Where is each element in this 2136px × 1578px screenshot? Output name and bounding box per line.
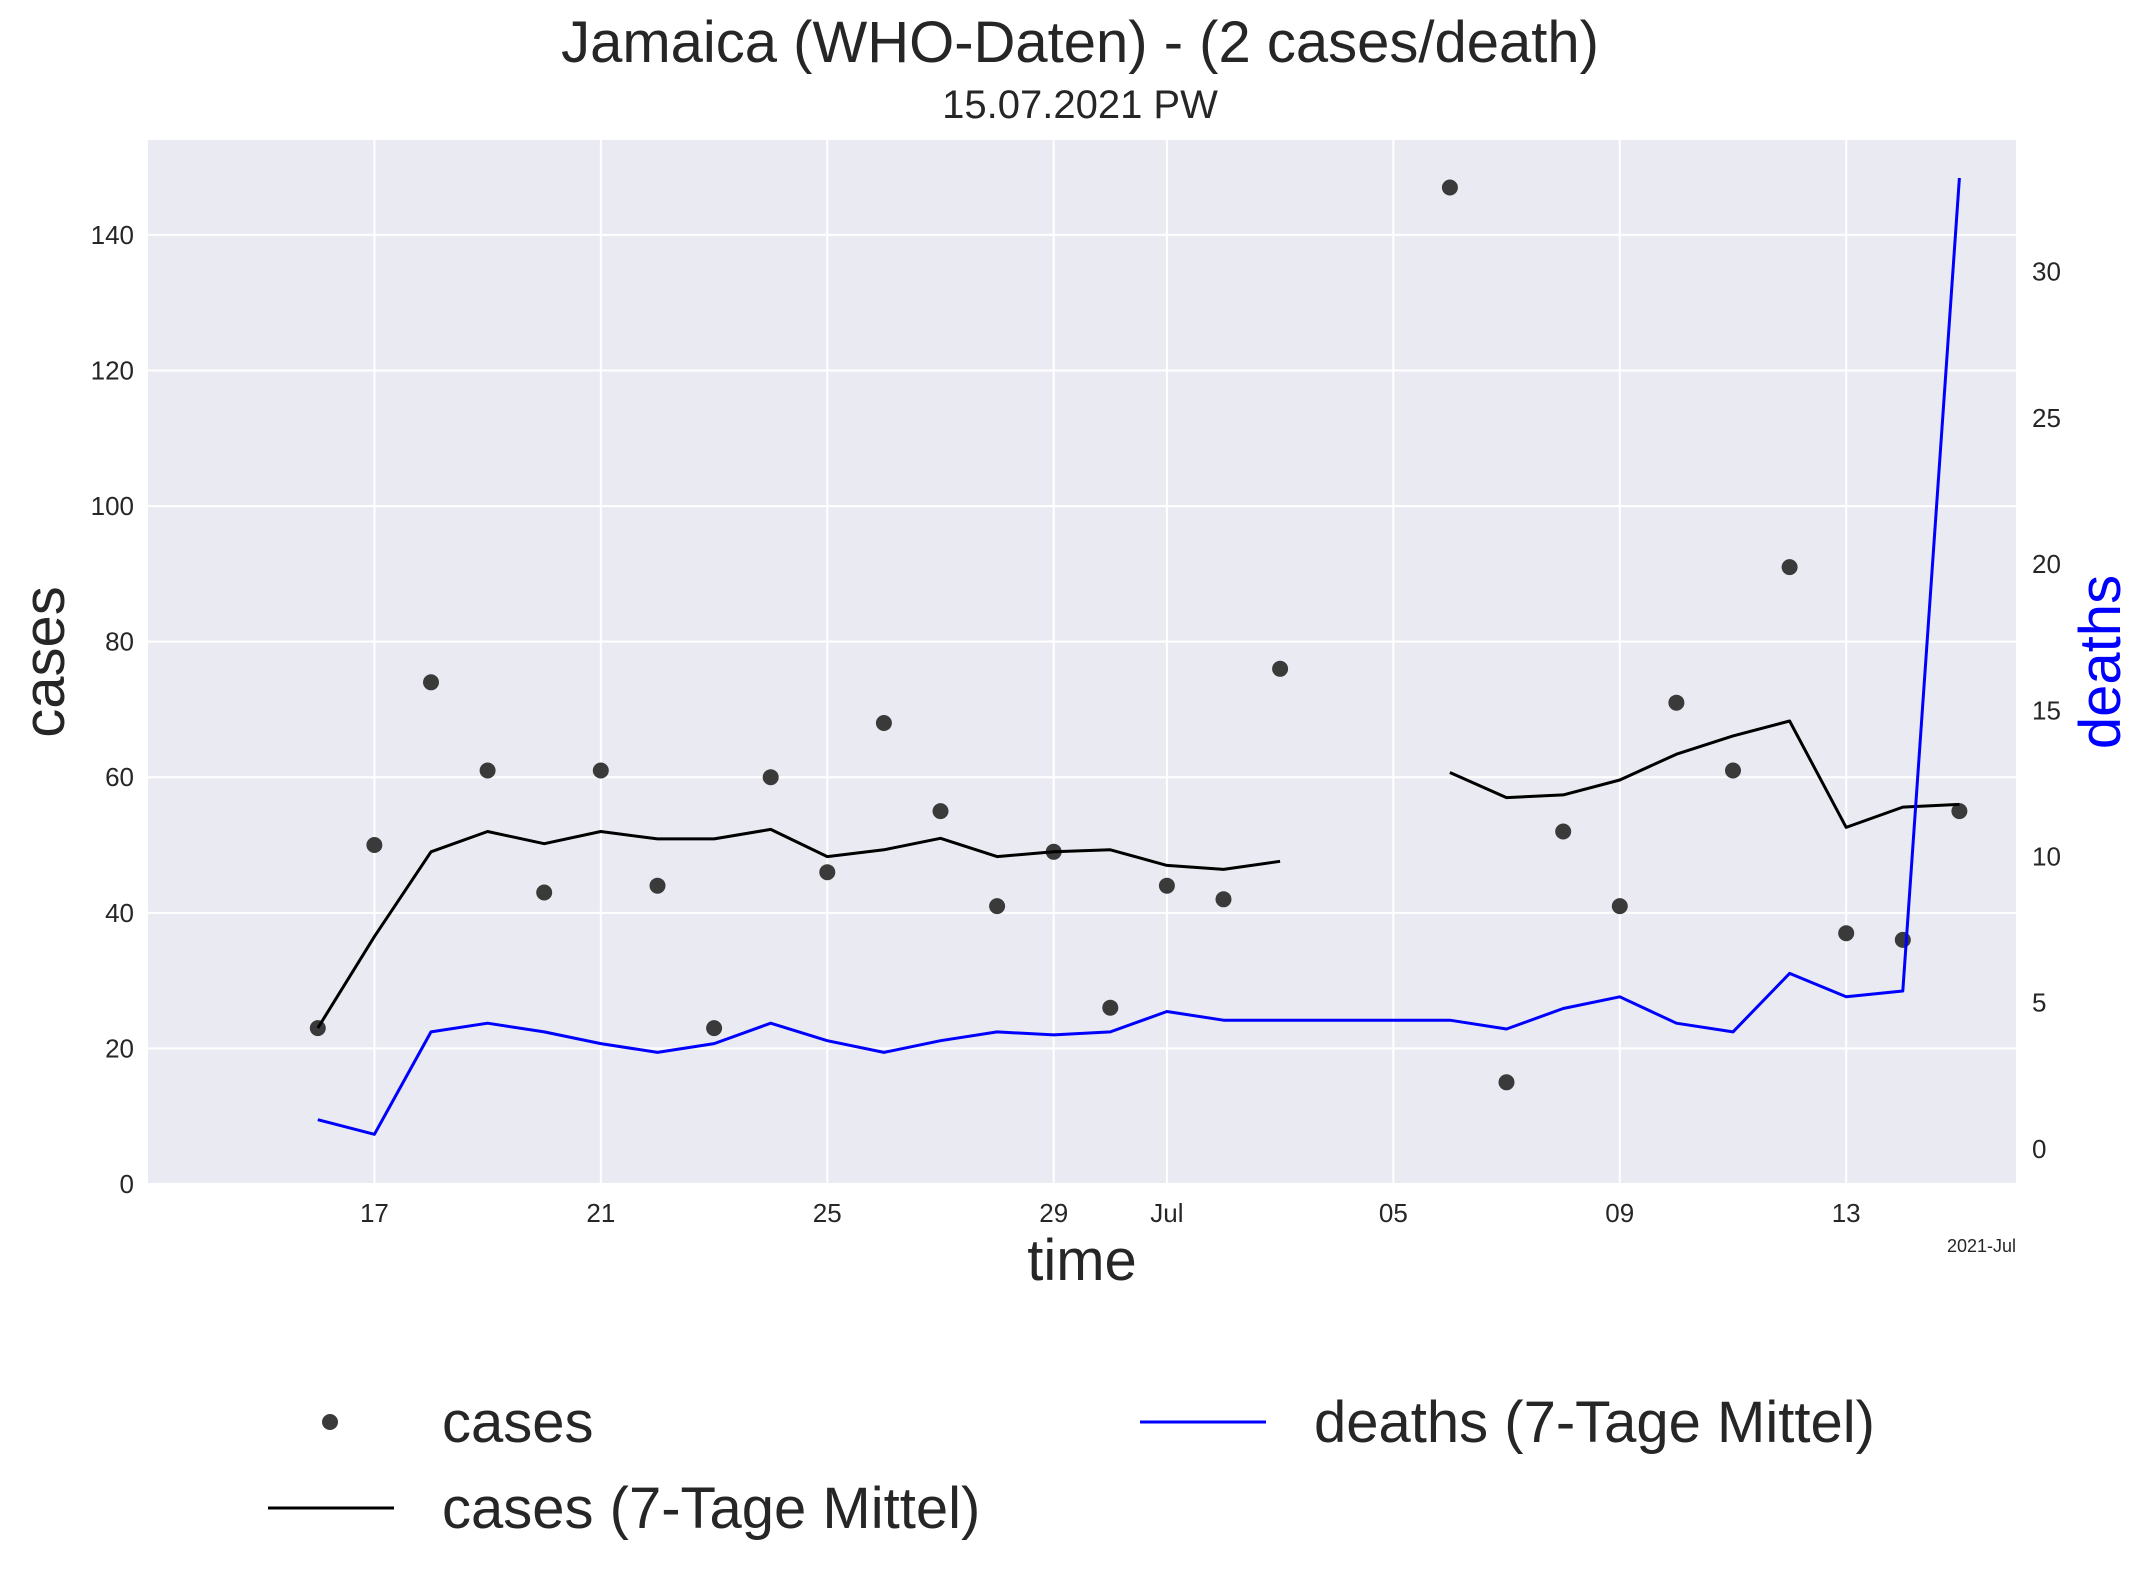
y-tick-label: 0 <box>120 1169 134 1199</box>
data-point <box>536 884 553 901</box>
data-point <box>1555 823 1572 840</box>
y2-tick-label: 0 <box>2032 1134 2046 1164</box>
legend: cases cases (7-Tage Mittel) deaths (7-Ta… <box>268 1390 1875 1541</box>
data-point <box>1894 931 1911 948</box>
y-axis-ticks: 0 20 40 60 80 100 120 140 <box>91 220 134 1199</box>
data-point <box>1441 179 1458 196</box>
data-point <box>479 762 496 779</box>
x-axis-offset-label: 2021-Jul <box>1947 1236 2016 1256</box>
chart-subtitle: 15.07.2021 PW <box>942 83 1218 127</box>
x-tick-label: 29 <box>1039 1198 1068 1228</box>
y2-axis-ticks: 0 5 10 15 20 25 30 <box>2032 257 2061 1164</box>
data-point <box>1668 694 1685 711</box>
y2-axis-label: deaths <box>2068 575 2133 749</box>
x-tick-label: 21 <box>586 1198 615 1228</box>
y2-tick-label: 20 <box>2032 549 2061 579</box>
data-point <box>875 715 892 731</box>
y2-tick-label: 30 <box>2032 257 2061 287</box>
data-point <box>1951 803 1968 820</box>
data-point <box>423 674 439 691</box>
x-tick-label: Jul <box>1150 1198 1183 1228</box>
chart-title: Jamaica (WHO-Daten) - (2 cases/death) <box>561 10 1599 75</box>
plot-area <box>148 140 2016 1184</box>
x-tick-label: 09 <box>1605 1198 1634 1228</box>
y-tick-label: 60 <box>105 762 134 792</box>
y-tick-label: 120 <box>91 355 134 385</box>
y-tick-label: 100 <box>91 491 134 521</box>
x-tick-label: 17 <box>360 1198 389 1228</box>
data-point <box>989 898 1006 915</box>
x-tick-label: 13 <box>1832 1198 1861 1228</box>
series-line <box>1449 719 1960 829</box>
data-point <box>1611 898 1628 915</box>
data-point <box>1158 877 1175 894</box>
legend-cases-label: cases <box>442 1390 594 1455</box>
data-point <box>592 762 609 779</box>
legend-cases-avg-label: cases (7-Tage Mittel) <box>442 1476 980 1541</box>
x-tick-label: 05 <box>1379 1198 1408 1228</box>
data-point <box>1102 999 1119 1016</box>
data-point <box>819 864 836 881</box>
y2-tick-label: 5 <box>2032 988 2046 1018</box>
series-line <box>317 177 1961 1136</box>
y2-tick-label: 15 <box>2032 695 2061 725</box>
data-point <box>1215 891 1232 908</box>
data-point <box>1272 660 1289 677</box>
series-line <box>316 827 1281 1029</box>
y-tick-label: 140 <box>91 220 134 250</box>
legend-cases-marker <box>322 1414 338 1430</box>
y-axis-label: cases <box>12 586 77 738</box>
data-point <box>1498 1074 1515 1091</box>
data-point <box>1781 559 1798 576</box>
data-point <box>706 1020 723 1037</box>
data-point <box>649 877 666 894</box>
data-point <box>932 803 949 820</box>
y-tick-label: 40 <box>105 898 134 928</box>
x-tick-label: 25 <box>813 1198 842 1228</box>
y-tick-label: 80 <box>105 627 134 657</box>
data-point <box>366 837 383 853</box>
x-axis-ticks: 17 21 25 29 Jul 05 09 13 <box>360 1198 1861 1228</box>
y2-tick-label: 25 <box>2032 403 2061 433</box>
y-tick-label: 20 <box>105 1033 134 1063</box>
data-point <box>1725 762 1741 779</box>
data-point <box>762 769 779 786</box>
series-layer <box>309 177 1968 1136</box>
legend-deaths-avg-label: deaths (7-Tage Mittel) <box>1314 1390 1875 1455</box>
data-point <box>1838 925 1855 942</box>
grid-lines <box>148 140 2016 1185</box>
y2-tick-label: 10 <box>2032 841 2061 871</box>
x-axis-label: time <box>1027 1228 1137 1293</box>
